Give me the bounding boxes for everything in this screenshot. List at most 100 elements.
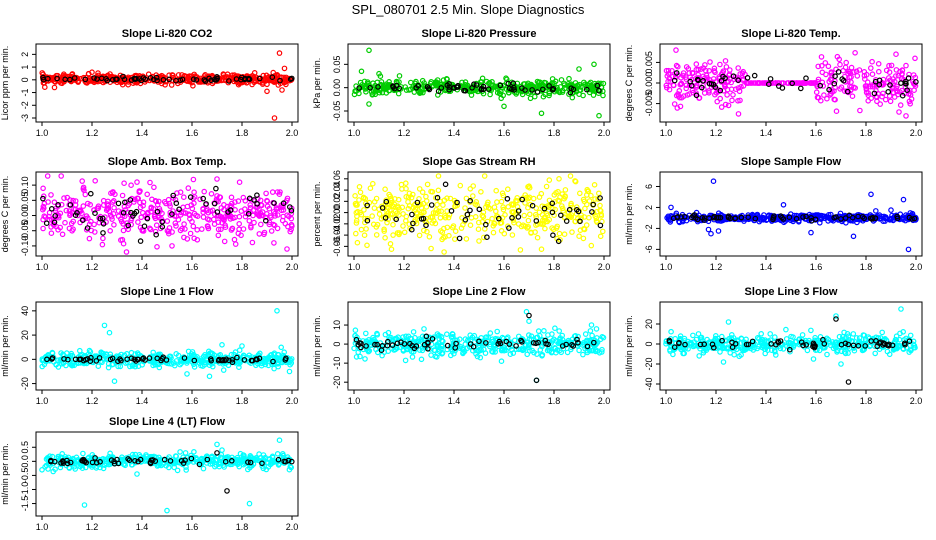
y-axis-label: ml/min per min. (0, 315, 10, 377)
data-point (544, 218, 551, 225)
data-point (226, 78, 232, 84)
data-point (787, 340, 794, 346)
data-point (506, 225, 512, 231)
data-point (142, 357, 148, 363)
data-point (528, 333, 535, 340)
data-point (352, 193, 358, 199)
data-point (578, 212, 585, 219)
data-point (257, 197, 264, 204)
data-point (246, 218, 253, 224)
data-point (394, 230, 401, 236)
chart-title: Slope Gas Stream RH (422, 156, 535, 168)
data-point (549, 225, 555, 231)
y-tick-label: 0.05 (20, 192, 30, 210)
data-point (824, 95, 830, 102)
data-point (41, 213, 48, 220)
data-point (500, 92, 507, 99)
data-point (549, 200, 556, 207)
data-point (494, 89, 501, 96)
data-point (552, 325, 558, 332)
data-point (896, 109, 902, 115)
data-point (367, 85, 374, 91)
data-point (353, 217, 360, 224)
data-point (509, 215, 515, 221)
y-tick-label: -40 (644, 377, 654, 390)
data-point (581, 339, 587, 346)
data-point (443, 331, 450, 338)
y-tick-label: 20 (644, 319, 654, 329)
data-point (92, 229, 98, 235)
data-point (907, 332, 914, 339)
data-point (448, 208, 455, 214)
data-point (844, 88, 851, 95)
data-point (148, 205, 155, 212)
data-point (559, 191, 566, 197)
data-point (723, 64, 730, 70)
data-point (220, 356, 226, 363)
data-point (701, 215, 708, 221)
data-point (434, 201, 440, 208)
data-point (498, 198, 505, 205)
data-point (122, 199, 128, 206)
data-point (80, 357, 87, 364)
data-point (439, 350, 446, 356)
plot-frame (35, 43, 299, 123)
data-point (96, 355, 103, 361)
data-point (49, 356, 55, 362)
data-point (467, 207, 473, 214)
data-point (546, 90, 553, 97)
data-point (586, 214, 592, 221)
data-point (585, 188, 592, 195)
data-point (735, 65, 742, 71)
data-point (374, 221, 381, 228)
data-point (487, 330, 494, 336)
data-point (144, 215, 151, 222)
data-point (40, 225, 46, 232)
series-all (351, 47, 607, 119)
data-point (839, 76, 846, 82)
data-point (694, 216, 701, 223)
data-point (159, 355, 166, 362)
data-point (353, 336, 360, 343)
data-point (241, 357, 248, 363)
data-point (838, 84, 845, 91)
data-point (68, 362, 75, 368)
data-point (861, 72, 868, 79)
data-point (581, 79, 587, 86)
y-tick-label: 0.06 (332, 170, 342, 188)
data-point (718, 104, 725, 110)
data-point (390, 221, 396, 228)
series-selected (671, 69, 919, 99)
data-point (395, 196, 402, 203)
data-point (106, 208, 113, 215)
data-point (754, 334, 761, 341)
data-point (480, 234, 487, 241)
x-tick-label: 1.4 (448, 396, 461, 406)
data-point (903, 62, 909, 69)
x-tick-label: 2.0 (286, 522, 299, 532)
data-point (159, 210, 165, 217)
data-point (120, 210, 127, 216)
data-point (526, 211, 533, 218)
data-point (800, 214, 806, 220)
data-point (598, 213, 605, 219)
data-point (853, 335, 860, 341)
data-point (725, 319, 732, 325)
data-point (485, 86, 492, 92)
data-point (521, 212, 528, 219)
data-point (48, 224, 54, 230)
data-point (140, 202, 146, 209)
data-point (428, 188, 434, 195)
data-point (869, 71, 876, 78)
data-point (89, 69, 95, 76)
data-point (383, 81, 390, 87)
y-tick-label: -1.0 (20, 482, 30, 498)
series-selected (40, 185, 295, 244)
y-axis-label: ml/min per min. (312, 315, 322, 377)
x-tick-label: 2.0 (598, 262, 611, 272)
data-point (267, 352, 274, 359)
data-point (833, 316, 839, 322)
data-point (372, 341, 378, 348)
x-tick-label: 1.2 (86, 522, 99, 532)
